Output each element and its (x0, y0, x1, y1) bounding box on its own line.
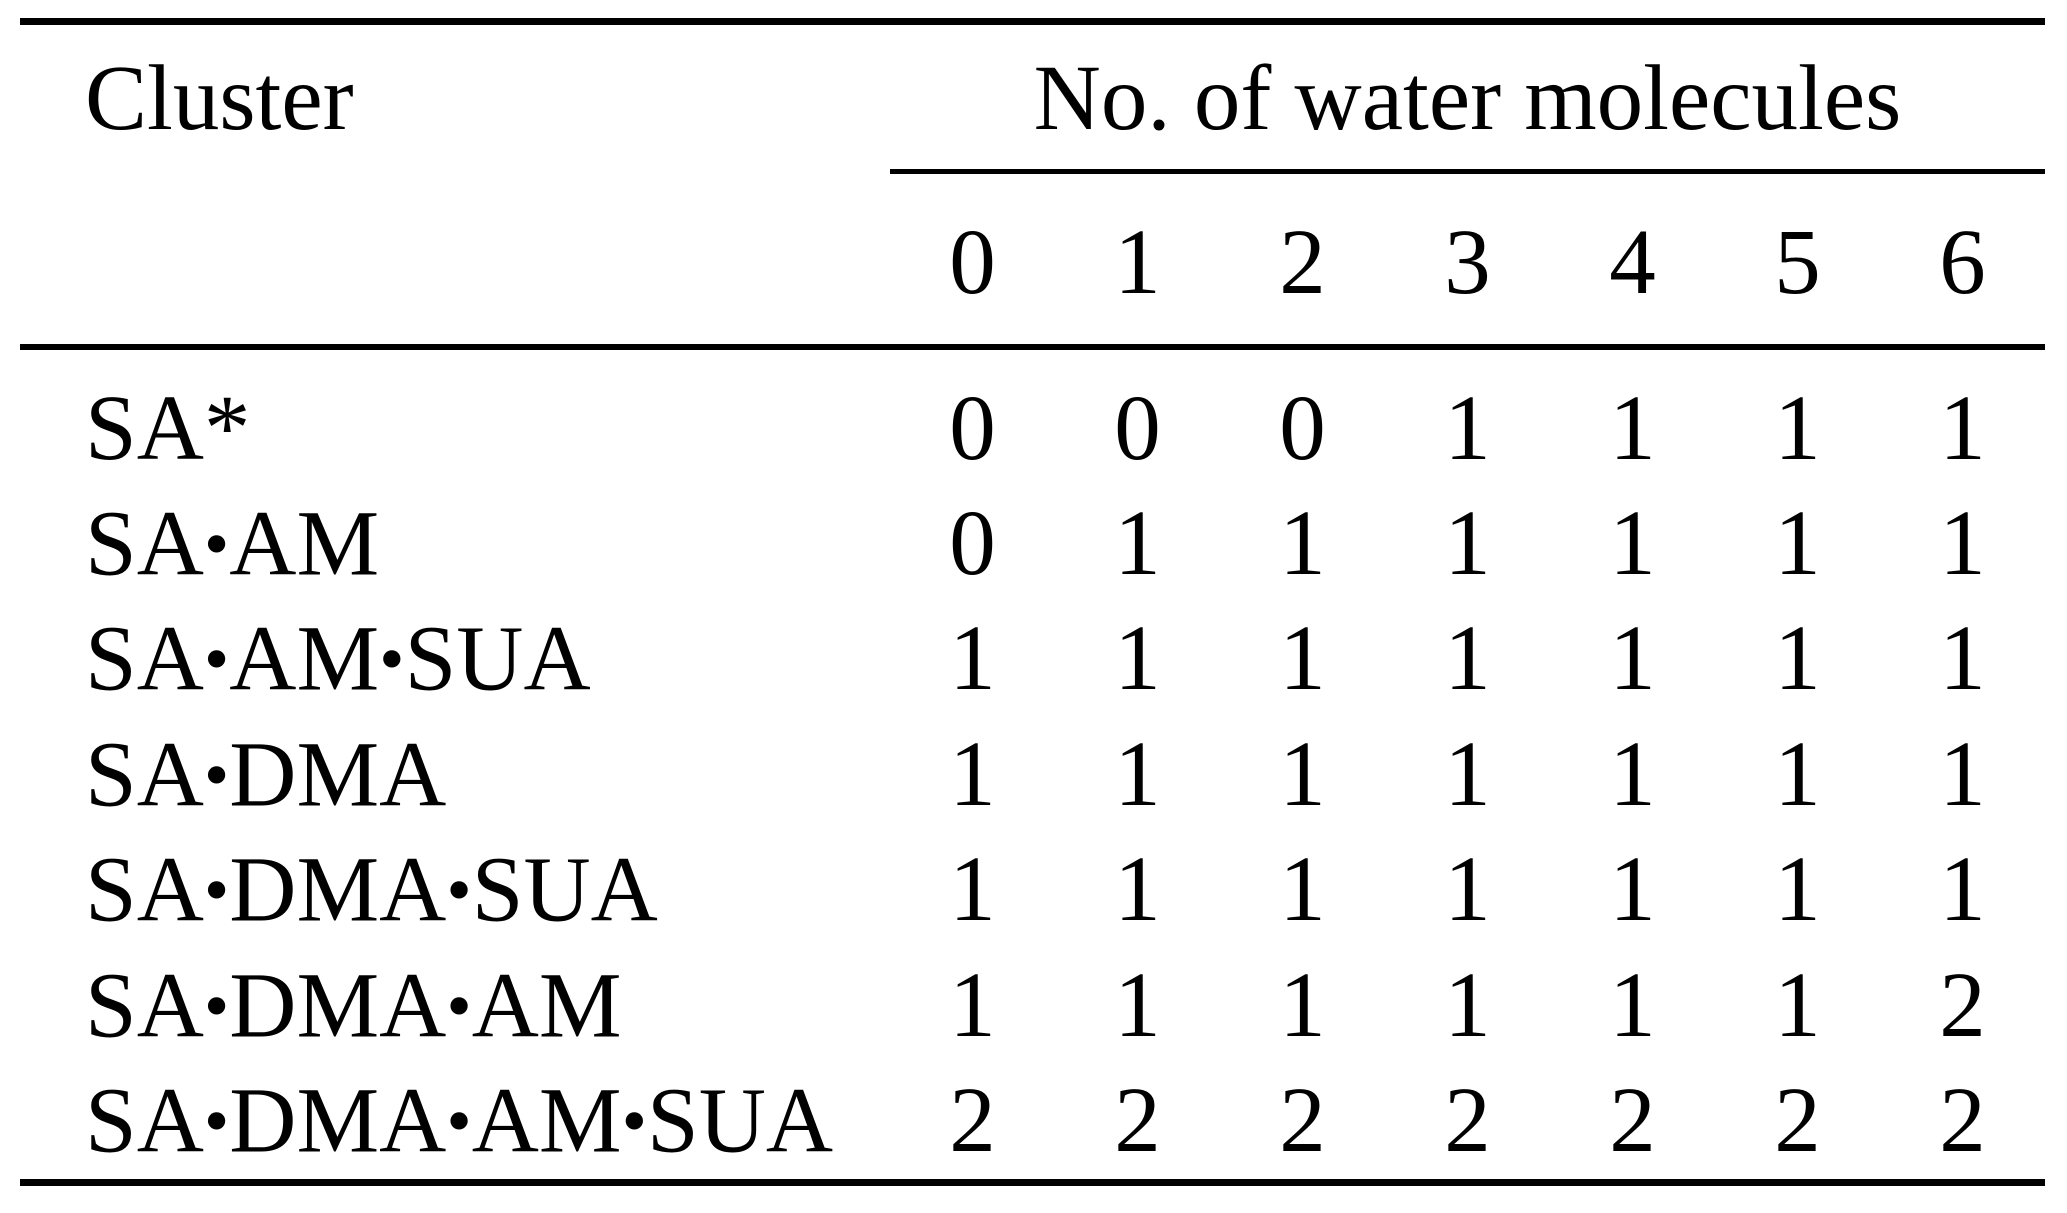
water-value-cell: 0 (1114, 376, 1161, 480)
table-row: SA•DMA•AM 1 1 1 1 1 1 2 (20, 948, 2045, 1064)
group-header-row: Cluster No. of water molecules (20, 21, 2046, 350)
water-value-cell: 1 (1609, 838, 1656, 942)
table-row: SA•AM•SUA 1 1 1 1 1 1 1 (20, 601, 2045, 717)
water-count-header: 4 (1550, 171, 1715, 350)
water-value-cell: 1 (1939, 838, 1986, 942)
water-value-cell: 1 (1114, 953, 1161, 1057)
water-count-header: 1 (1055, 171, 1220, 350)
table-body: SA* 0 0 0 1 1 1 1 SA•AM 0 1 1 1 1 1 1 SA•AM•SUA 1 1 1 1 1 1 1 SA… (20, 347, 2045, 1183)
water-value-cell: 1 (1444, 722, 1491, 826)
water-value-cell: 2 (1279, 1069, 1326, 1173)
cluster-separator-dot: • (446, 849, 472, 931)
water-value-cell: 1 (1774, 491, 1821, 595)
cluster-name-cell: SA•AM (85, 492, 380, 596)
water-value-cell: 2 (1939, 1069, 1986, 1173)
water-count-header: 0 (890, 171, 1055, 350)
water-value-cell: 1 (1774, 607, 1821, 711)
water-count-header: 3 (1385, 171, 1550, 350)
water-value-cell: 2 (1114, 1069, 1161, 1173)
water-value-cell: 1 (1279, 607, 1326, 711)
cluster-separator-dot: • (203, 618, 230, 700)
table-row: SA* 0 0 0 1 1 1 1 (20, 347, 2045, 486)
water-value-cell: 1 (1444, 838, 1491, 942)
cluster-separator-dot: • (203, 502, 230, 584)
water-value-cell: 1 (1774, 722, 1821, 826)
water-value-cell: 1 (1774, 376, 1821, 480)
table-row: SA•DMA•SUA 1 1 1 1 1 1 1 (20, 832, 2045, 948)
water-value-cell: 1 (1279, 491, 1326, 595)
water-value-cell: 1 (1939, 376, 1986, 480)
water-value-cell: 1 (1114, 838, 1161, 942)
water-value-cell: 2 (1609, 1069, 1656, 1173)
water-value-cell: 0 (1279, 376, 1326, 480)
cluster-separator-dot: • (621, 1080, 647, 1162)
water-molecules-group-header: No. of water molecules (890, 21, 2046, 174)
water-value-cell: 1 (1279, 722, 1326, 826)
water-count-header: 5 (1715, 171, 1880, 350)
water-value-cell: 1 (1444, 491, 1491, 595)
water-value-cell: 1 (1444, 953, 1491, 1057)
water-value-cell: 1 (1279, 838, 1326, 942)
cluster-name-cell: SA•AM•SUA (85, 607, 591, 711)
water-value-cell: 1 (1114, 491, 1161, 595)
cluster-separator-dot: • (446, 964, 472, 1046)
water-value-cell: 0 (949, 491, 996, 595)
water-value-cell: 2 (949, 1069, 996, 1173)
water-value-cell: 2 (1939, 953, 1986, 1057)
water-value-cell: 1 (1444, 376, 1491, 480)
water-value-cell: 1 (1939, 607, 1986, 711)
water-value-cell: 1 (1939, 722, 1986, 826)
table-row: SA•DMA 1 1 1 1 1 1 1 (20, 717, 2045, 833)
water-value-cell: 1 (1114, 722, 1161, 826)
water-value-cell: 2 (1444, 1069, 1491, 1173)
cluster-name-cell: SA•DMA (85, 723, 447, 827)
water-count-header: 6 (1880, 171, 2046, 350)
water-value-cell: 1 (1609, 607, 1656, 711)
cluster-name-cell: SA* (85, 376, 251, 480)
cluster-name-cell: SA•DMA•SUA (85, 838, 658, 942)
water-value-cell: 1 (1279, 953, 1326, 1057)
water-value-cell: 1 (949, 722, 996, 826)
cluster-separator-dot: • (379, 618, 405, 700)
water-value-cell: 1 (1444, 607, 1491, 711)
cluster-separator-dot: • (203, 733, 230, 815)
water-value-cell: 0 (949, 376, 996, 480)
water-value-cell: 1 (1609, 491, 1656, 595)
water-value-cell: 1 (1114, 607, 1161, 711)
water-value-cell: 1 (949, 838, 996, 942)
water-value-cell: 1 (1939, 491, 1986, 595)
cluster-column-header: Cluster (20, 21, 890, 350)
cluster-separator-dot: • (446, 1080, 472, 1162)
cluster-name-cell: SA•DMA•AM•SUA (85, 1069, 834, 1173)
water-value-cell: 1 (1774, 838, 1821, 942)
water-value-cell: 1 (1609, 376, 1656, 480)
water-value-cell: 1 (949, 607, 996, 711)
water-value-cell: 1 (949, 953, 996, 1057)
cluster-separator-dot: • (203, 1080, 230, 1162)
cluster-name-cell: SA•DMA•AM (85, 954, 622, 1058)
water-count-header: 2 (1220, 171, 1385, 350)
cluster-separator-dot: • (203, 849, 230, 931)
table-row: SA•AM 0 1 1 1 1 1 1 (20, 486, 2045, 602)
cluster-separator-dot: • (203, 964, 230, 1046)
water-value-cell: 1 (1609, 722, 1656, 826)
water-value-cell: 1 (1609, 953, 1656, 1057)
table-row: SA•DMA•AM•SUA 2 2 2 2 2 2 2 (20, 1063, 2045, 1182)
water-value-cell: 2 (1774, 1069, 1821, 1173)
water-value-cell: 1 (1774, 953, 1821, 1057)
